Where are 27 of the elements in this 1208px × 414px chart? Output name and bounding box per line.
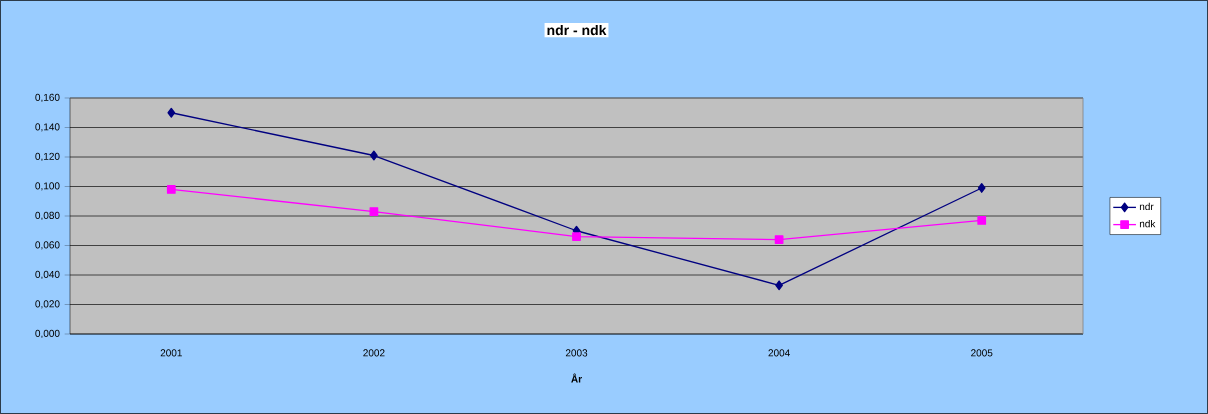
chart-title: ndr - ndk	[547, 24, 607, 36]
y-tick-label: 0,040	[35, 270, 60, 280]
y-tick-label: 0,100	[35, 182, 60, 191]
point	[370, 150, 378, 161]
x-axis-title: År	[571, 373, 582, 383]
point	[775, 280, 783, 291]
point	[977, 183, 986, 193]
y-tick-label: 0,060	[35, 241, 60, 250]
x-tick-label: 2003	[565, 349, 588, 357]
y-tick-label: 0,120	[35, 152, 60, 162]
y-tick-label: 0,140	[35, 123, 60, 132]
point	[572, 232, 581, 242]
point	[369, 207, 379, 216]
legend-label: ndr	[1139, 202, 1154, 211]
x-tick-label: 2005	[971, 349, 993, 357]
x-tick-label: 2004	[768, 349, 790, 357]
x-tick-label: 2002	[363, 349, 385, 357]
legend-label: ndk	[1139, 219, 1156, 228]
y-tick-label: 0,020	[35, 300, 60, 309]
point	[774, 235, 784, 244]
y-tick-label: 0,160	[35, 93, 60, 103]
x-tick-label: 2001	[160, 349, 182, 357]
point	[166, 185, 176, 194]
point	[167, 107, 176, 118]
point	[977, 216, 987, 225]
y-tick-label: 0,080	[35, 211, 60, 221]
y-tick-label: 0,000	[35, 329, 60, 339]
